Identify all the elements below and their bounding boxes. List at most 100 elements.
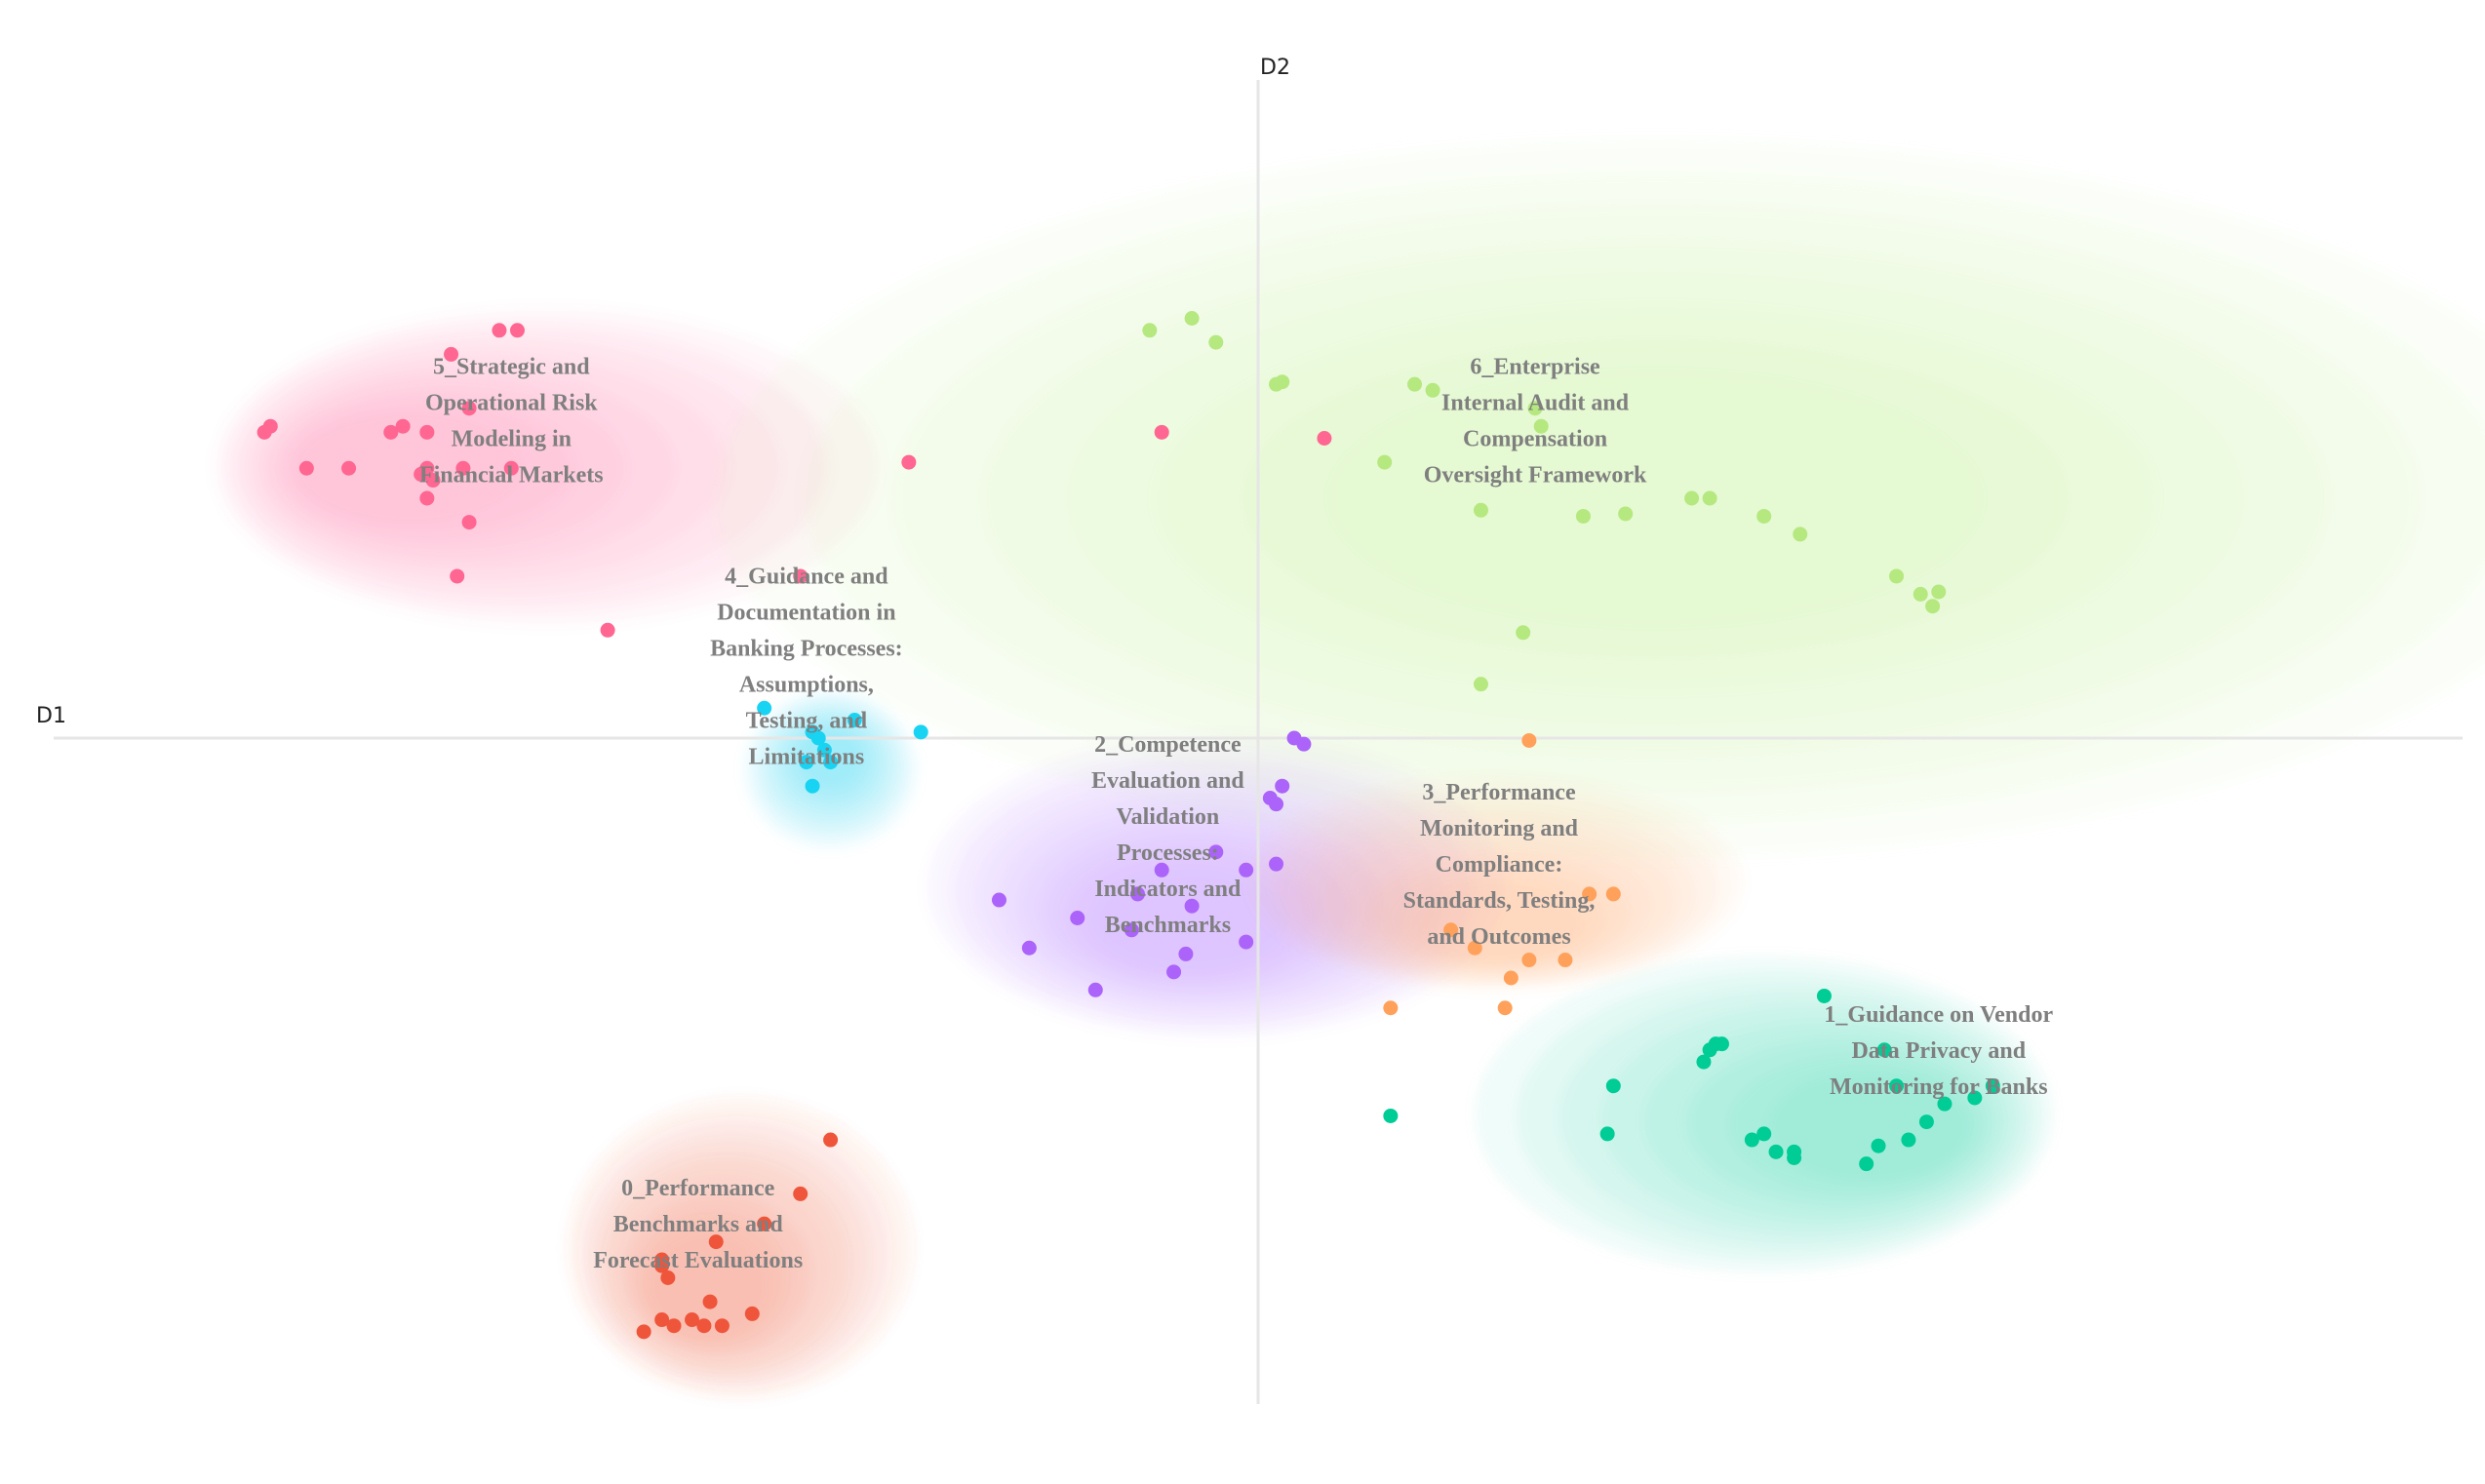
point-c1-16[interactable] — [1768, 1144, 1784, 1159]
point-c6-6[interactable] — [1425, 382, 1440, 398]
point-c5-10[interactable] — [341, 460, 357, 476]
point-c6-1[interactable] — [1184, 311, 1200, 326]
point-c0-9[interactable] — [666, 1318, 682, 1334]
point-c2-8[interactable] — [1154, 862, 1169, 878]
point-c5-9[interactable] — [298, 460, 314, 476]
point-c5-20[interactable] — [600, 622, 615, 638]
point-c2-11[interactable] — [991, 892, 1006, 908]
point-c4-0[interactable] — [757, 700, 772, 716]
point-c1-19[interactable] — [1859, 1156, 1874, 1172]
point-c5-19[interactable] — [793, 568, 809, 584]
point-c4-4[interactable] — [810, 730, 826, 746]
point-c2-10[interactable] — [1184, 898, 1200, 914]
point-c5-0[interactable] — [492, 323, 507, 338]
point-c0-8[interactable] — [654, 1312, 670, 1328]
point-c6-4[interactable] — [1275, 374, 1290, 390]
point-c5-12[interactable] — [455, 460, 471, 476]
point-c3-6[interactable] — [1558, 953, 1573, 968]
point-c6-19[interactable] — [1931, 584, 1947, 600]
point-c0-14[interactable] — [636, 1324, 651, 1340]
point-c1-13[interactable] — [1744, 1132, 1759, 1148]
point-c5-7[interactable] — [383, 424, 399, 440]
point-c3-5[interactable] — [1521, 953, 1537, 968]
point-c5-14[interactable] — [425, 473, 441, 488]
point-c1-15[interactable] — [1901, 1132, 1916, 1148]
point-c6-21[interactable] — [1516, 625, 1531, 641]
point-c6-5[interactable] — [1407, 376, 1423, 392]
point-c6-2[interactable] — [1208, 334, 1224, 350]
point-c0-7[interactable] — [702, 1294, 718, 1309]
point-c5-8[interactable] — [419, 424, 435, 440]
point-c6-14[interactable] — [1702, 490, 1717, 506]
point-c1-5[interactable] — [1605, 1078, 1621, 1094]
point-c6-7[interactable] — [1527, 401, 1543, 416]
point-c2-16[interactable] — [1239, 934, 1254, 950]
point-c6-12[interactable] — [1618, 506, 1634, 522]
point-c2-17[interactable] — [1166, 964, 1182, 980]
point-c4-5[interactable] — [816, 742, 832, 758]
point-c6-17[interactable] — [1889, 568, 1905, 584]
point-c3-7[interactable] — [1503, 970, 1519, 986]
point-c1-9[interactable] — [1937, 1096, 1952, 1112]
point-c2-18[interactable] — [1087, 982, 1103, 997]
point-c5-2[interactable] — [444, 346, 459, 362]
point-c5-18[interactable] — [450, 568, 465, 584]
point-c5-3[interactable] — [461, 401, 477, 416]
point-c1-18[interactable] — [1787, 1151, 1802, 1165]
point-c5-1[interactable] — [509, 323, 525, 338]
point-c1-14[interactable] — [1871, 1138, 1886, 1153]
point-c1-4[interactable] — [1696, 1054, 1712, 1070]
point-c2-9[interactable] — [1130, 886, 1145, 902]
point-c3-8[interactable] — [1497, 1000, 1513, 1016]
point-c6-20[interactable] — [1925, 599, 1941, 614]
point-c3-3[interactable] — [1443, 922, 1459, 938]
point-c2-13[interactable] — [1124, 922, 1139, 938]
point-c2-4[interactable] — [1269, 797, 1284, 812]
point-c6-22[interactable] — [1473, 677, 1488, 692]
point-c2-7[interactable] — [1239, 862, 1254, 878]
point-c0-13[interactable] — [744, 1306, 760, 1321]
point-c5-15[interactable] — [503, 460, 519, 476]
point-c2-14[interactable] — [1021, 940, 1037, 956]
point-c6-18[interactable] — [1913, 586, 1928, 602]
point-c1-12[interactable] — [1756, 1126, 1772, 1142]
point-c2-15[interactable] — [1178, 946, 1194, 961]
point-c0-3[interactable] — [708, 1234, 724, 1250]
point-c5-16[interactable] — [419, 490, 435, 506]
point-c5-17[interactable] — [461, 515, 477, 530]
point-c1-21[interactable] — [1702, 1042, 1717, 1058]
point-c5-5[interactable] — [256, 424, 272, 440]
point-c0-0[interactable] — [823, 1132, 839, 1148]
point-c1-2[interactable] — [1714, 1036, 1729, 1052]
point-c3-2[interactable] — [1605, 886, 1621, 902]
point-c3-1[interactable] — [1582, 886, 1598, 902]
point-c1-20[interactable] — [1383, 1108, 1399, 1123]
point-c6-11[interactable] — [1575, 508, 1591, 524]
point-c0-1[interactable] — [793, 1186, 809, 1201]
point-c5-21[interactable] — [901, 454, 917, 470]
point-c6-10[interactable] — [1473, 502, 1488, 518]
point-c1-10[interactable] — [1918, 1114, 1934, 1130]
point-c4-1[interactable] — [847, 713, 862, 728]
point-c6-8[interactable] — [1533, 418, 1549, 434]
point-c2-2[interactable] — [1275, 778, 1290, 794]
point-c1-7[interactable] — [1985, 1078, 2000, 1094]
point-c0-12[interactable] — [714, 1318, 730, 1334]
point-c6-13[interactable] — [1684, 490, 1700, 506]
point-c5-22[interactable] — [1154, 424, 1169, 440]
point-c0-11[interactable] — [696, 1318, 712, 1334]
point-c1-6[interactable] — [1889, 1078, 1905, 1094]
point-c2-5[interactable] — [1208, 844, 1224, 860]
point-c4-8[interactable] — [805, 778, 820, 794]
point-c6-0[interactable] — [1142, 323, 1158, 338]
point-c4-2[interactable] — [913, 724, 928, 740]
point-c5-23[interactable] — [1317, 431, 1332, 446]
point-c3-0[interactable] — [1521, 732, 1537, 748]
point-c3-9[interactable] — [1383, 1000, 1399, 1016]
point-c1-11[interactable] — [1599, 1126, 1615, 1142]
point-c2-12[interactable] — [1070, 911, 1085, 925]
point-c5-13[interactable] — [414, 466, 429, 482]
point-c1-3[interactable] — [1876, 1042, 1892, 1058]
point-c1-0[interactable] — [1816, 988, 1832, 1003]
point-c5-6[interactable] — [395, 418, 411, 434]
